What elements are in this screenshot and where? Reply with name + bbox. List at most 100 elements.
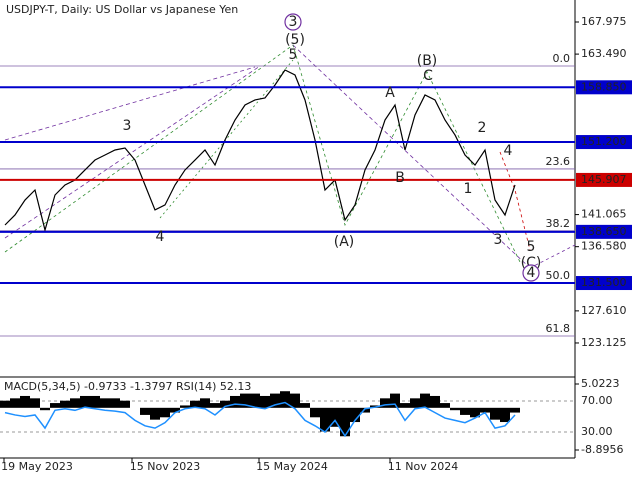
macd-bar: [50, 403, 60, 408]
macd-bar: [190, 400, 200, 408]
level-box: [576, 276, 632, 291]
macd-bar: [300, 403, 310, 408]
macd-bar: [330, 407, 340, 427]
rsi-tick-label: 70.00: [581, 394, 613, 407]
wave-label: 4: [156, 229, 165, 245]
macd-bar: [460, 407, 470, 415]
macd-bar: [140, 407, 150, 415]
wave-label: (A): [334, 234, 355, 250]
level-label: 145.907: [581, 173, 627, 186]
wave-label: 2: [478, 120, 487, 136]
macd-bar: [410, 398, 420, 408]
x-tick-label: 19 May 2023: [1, 460, 73, 473]
level-box: [576, 224, 632, 239]
wave-label: B: [395, 170, 405, 186]
macd-bar: [310, 407, 320, 418]
macd-bar: [220, 400, 230, 408]
level-box: [576, 80, 632, 95]
fib-label: 38.2: [546, 217, 571, 230]
macd-bar: [500, 407, 510, 423]
macd-bar: [340, 407, 350, 437]
wave-label: 3: [289, 14, 298, 30]
y-tick-label: 123.125: [581, 336, 627, 349]
x-tick-label: 15 Nov 2023: [130, 460, 200, 473]
indicator-title: MACD(5,34,5) -0.9733 -1.3797 RSI(14) 52.…: [4, 380, 251, 393]
level-box: [576, 135, 632, 150]
macd-bar: [40, 407, 50, 411]
wave-label: 3: [494, 232, 503, 248]
macd-bar: [120, 400, 130, 408]
macd-bar: [450, 407, 460, 411]
macd-bar: [350, 407, 360, 423]
wave-label: 4: [527, 265, 536, 281]
channel-line: [4, 66, 256, 141]
macd-bar: [90, 395, 100, 408]
wave-label: C: [423, 68, 433, 84]
level-label: 138.650: [581, 225, 627, 238]
macd-bar: [70, 398, 80, 408]
wave-line: [4, 44, 521, 263]
fib-label: 0.0: [553, 52, 571, 65]
channel-line: [4, 65, 261, 239]
y-tick-label: 136.580: [581, 240, 627, 253]
wave-label: A: [385, 85, 395, 101]
wave-circle: [284, 13, 302, 31]
wave-line: [292, 44, 531, 269]
level-label: 131.500: [581, 276, 627, 289]
macd-bar: [110, 398, 120, 408]
fib-label: 61.8: [546, 322, 571, 335]
macd-bar: [180, 405, 190, 408]
wave-lines: [4, 44, 576, 269]
macd-bar: [230, 395, 240, 408]
wave-label: (B): [417, 53, 438, 69]
wave-label: 1: [464, 181, 473, 197]
macd-bar: [290, 393, 300, 408]
macd-bar: [200, 398, 210, 408]
rsi-tick-label: 30.00: [581, 425, 613, 438]
wave-circle: [522, 264, 540, 282]
x-tick-label: 15 May 2024: [256, 460, 328, 473]
price-line: [4, 69, 516, 233]
chart-title: USDJPY-T, Daily: US Dollar vs Japanese Y…: [6, 3, 238, 16]
macd-bar: [420, 393, 430, 408]
wave-line: [499, 151, 531, 251]
macd-bar: [380, 398, 390, 408]
macd-bar: [510, 407, 520, 413]
macd-bar: [440, 403, 450, 408]
macd-bar: [240, 393, 250, 408]
level-label: 158.850: [581, 80, 627, 93]
macd-bar: [150, 407, 160, 420]
macd-bar: [60, 400, 70, 408]
wave-label: 4: [504, 143, 513, 159]
macd-bar: [490, 407, 500, 420]
macd-bar: [210, 403, 220, 408]
y-tick-label: 5.0223: [581, 377, 620, 390]
macd-bar: [400, 403, 410, 408]
y-tick-label: 167.975: [581, 15, 627, 28]
macd-bar: [260, 395, 270, 408]
macd-bar: [10, 398, 20, 408]
x-tick-label: 11 Nov 2024: [388, 460, 458, 473]
wave-label: 3: [123, 118, 132, 134]
fib-label: 50.0: [546, 269, 571, 282]
macd-bar: [160, 407, 170, 418]
macd-bar: [0, 400, 10, 408]
wave-label: 5: [289, 47, 298, 63]
macd-bar: [80, 395, 90, 408]
wave-line: [529, 244, 576, 269]
wave-label: 5: [527, 239, 536, 255]
y-tick-label: 127.610: [581, 304, 627, 317]
macd-bar: [270, 393, 280, 408]
macd-bar: [280, 391, 290, 408]
macd-bar: [100, 398, 110, 408]
level-label: 151.200: [581, 135, 627, 148]
y-tick-label: -8.8956: [581, 443, 623, 456]
macd-bar: [320, 407, 330, 432]
y-tick-label: 163.490: [581, 47, 627, 60]
y-tick-label: 141.065: [581, 208, 627, 221]
macd-bar: [30, 398, 40, 408]
macd-bar: [20, 395, 30, 408]
macd-bar: [430, 395, 440, 408]
